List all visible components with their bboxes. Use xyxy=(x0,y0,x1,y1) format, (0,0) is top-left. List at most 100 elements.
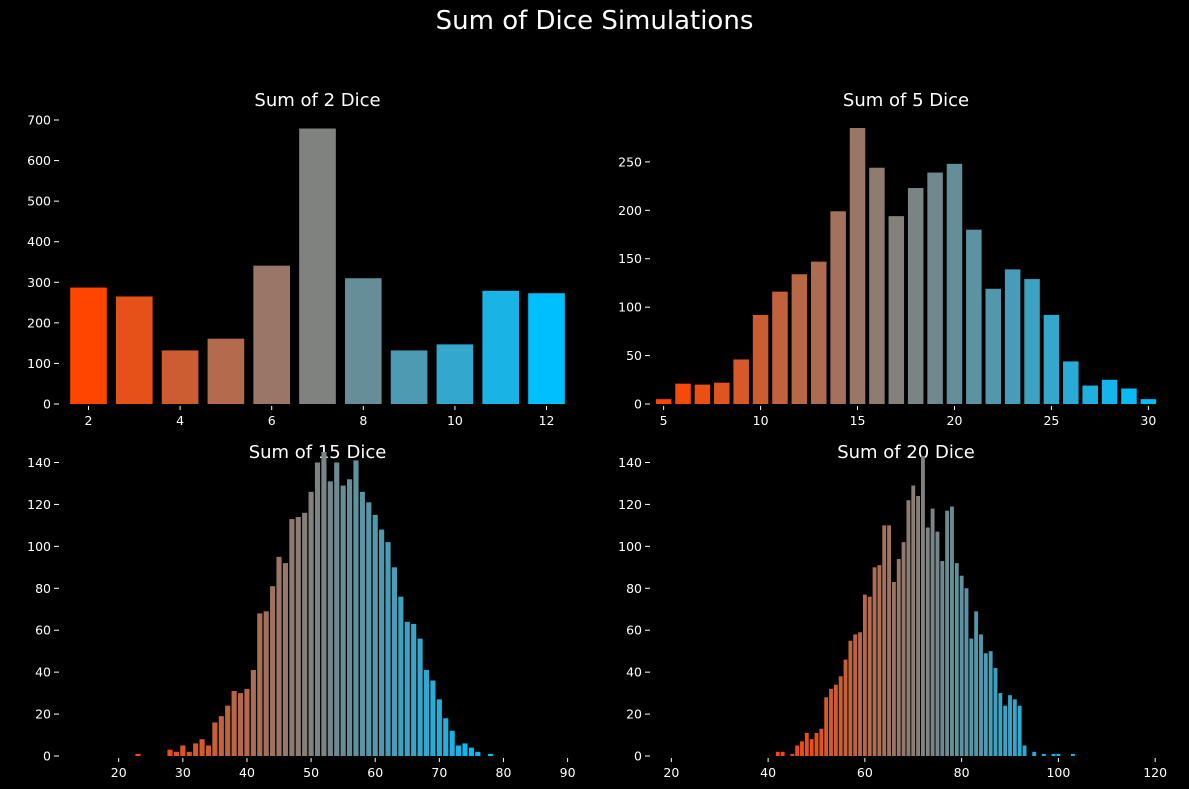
panel-3-bar xyxy=(186,751,192,756)
panel-2-xtick-label: 30 xyxy=(1140,413,1156,428)
panel-3-bar xyxy=(218,716,224,756)
panel-2-bar xyxy=(752,314,769,404)
panel-2-bar xyxy=(1121,388,1137,404)
panel-2-xtick-label: 25 xyxy=(1043,413,1059,428)
panel-4-bar xyxy=(911,485,916,756)
panel-4-bar xyxy=(829,688,833,756)
panel-4-bar xyxy=(988,651,993,756)
panel-1-ytick-label: 200 xyxy=(27,315,51,330)
panel-1-bar xyxy=(115,296,153,404)
panel-3-bar xyxy=(468,747,474,756)
panel-2-xtick-label: 20 xyxy=(947,413,963,428)
panel-2-bar xyxy=(1082,385,1098,404)
panel-4-bar xyxy=(959,575,964,756)
panel-3-bar xyxy=(212,722,218,756)
panel-3-bar xyxy=(443,718,449,756)
panel-3-bar xyxy=(411,623,417,756)
panel-3-bar xyxy=(436,699,442,756)
panel-4-bar xyxy=(998,693,1003,756)
panel-4-xtick-label: 100 xyxy=(1046,765,1070,780)
panel-3-ytick-label: 0 xyxy=(43,749,51,764)
panel-4-bar xyxy=(954,563,959,756)
panel-3-xtick-label: 70 xyxy=(431,765,447,780)
panel-3-bar xyxy=(244,688,250,756)
panel-4-bar xyxy=(1056,753,1061,756)
panel-1-bar xyxy=(253,265,291,404)
panel-3-bar xyxy=(379,529,385,756)
panel-1-ytick-label: 100 xyxy=(27,356,51,371)
panel-2-bar xyxy=(733,359,749,404)
panel-3-ytick-label: 140 xyxy=(27,455,51,470)
panel-1-bar xyxy=(390,350,428,404)
panel-3-bar xyxy=(366,502,372,756)
panel-3-xtick-label: 60 xyxy=(367,765,383,780)
panel-4-bar xyxy=(858,632,862,756)
panel-3-bar xyxy=(225,705,231,756)
panel-1-ytick-label: 500 xyxy=(27,194,51,209)
panel-2-bar xyxy=(849,128,866,404)
panel-2-bar xyxy=(1024,279,1040,404)
panel-3-bar xyxy=(308,491,314,756)
panel-4-bar xyxy=(867,596,872,756)
panel-4-bar xyxy=(920,456,925,756)
panel-3-bar xyxy=(167,749,173,756)
panel-3-xtick-label: 80 xyxy=(496,765,512,780)
panel-1-bar xyxy=(528,293,565,404)
panel-3-bar xyxy=(404,621,410,756)
panel-2-bar xyxy=(791,274,808,404)
panel-4-bar xyxy=(848,640,853,756)
panel-4-bar xyxy=(1041,753,1046,756)
panel-4-bar xyxy=(780,751,785,756)
panel-1-title: Sum of 2 Dice xyxy=(254,90,380,111)
panel-4-bar xyxy=(969,638,974,756)
panel-3-ytick-label: 20 xyxy=(35,707,51,722)
figure-title: Sum of Dice Simulations xyxy=(435,6,754,36)
panel-3-bar xyxy=(257,613,263,756)
panel-3-bar xyxy=(430,680,436,756)
panel-4-xtick-label: 80 xyxy=(954,765,970,780)
panel-4-bar xyxy=(1003,705,1008,756)
panel-4-bar xyxy=(814,732,819,756)
panel-1-ytick-label: 700 xyxy=(27,113,51,128)
panel-4-bar xyxy=(940,561,945,756)
panel-3-bar xyxy=(231,691,237,756)
panel-3-bar xyxy=(302,512,308,756)
panel-1-bar xyxy=(436,344,474,404)
panel-4-bar xyxy=(809,739,814,756)
panel-4-xtick-label: 60 xyxy=(857,765,873,780)
panel-4-bar xyxy=(1017,705,1022,756)
panel-2-bar xyxy=(946,163,963,404)
panel-4-bar xyxy=(843,659,848,756)
panel-3-bar xyxy=(334,462,340,756)
panel-2-ytick-label: 200 xyxy=(618,203,642,218)
panel-4-bar xyxy=(838,676,843,756)
panel-4-bar xyxy=(804,732,809,756)
panel-1-ytick-label: 600 xyxy=(27,153,51,168)
panel-1-ytick-label: 400 xyxy=(27,234,51,249)
panel-2-bar xyxy=(907,188,924,404)
panel-4-xtick-label: 20 xyxy=(663,765,679,780)
panel-4-xtick-label: 40 xyxy=(760,765,776,780)
panel-3-bar xyxy=(237,693,244,756)
panel-2-bar xyxy=(1063,361,1079,404)
panel-4-ytick-label: 140 xyxy=(618,455,642,470)
panel-4-bar xyxy=(974,611,979,756)
panel-3-bar xyxy=(314,462,321,756)
panel-4-bar xyxy=(935,531,940,756)
panel-2-bar xyxy=(927,172,943,404)
panel-3-bar xyxy=(340,485,346,756)
panel-3-xtick-label: 40 xyxy=(239,765,255,780)
panel-4-bar xyxy=(906,500,911,756)
panel-1-xtick-label: 4 xyxy=(176,413,184,428)
panel-2-bar xyxy=(888,216,905,404)
panel-2-bar xyxy=(1043,314,1060,404)
panel-4-bar xyxy=(930,508,935,756)
panel-4-bar xyxy=(795,745,800,756)
panel-4-bar xyxy=(1022,745,1027,756)
panel-2-bar xyxy=(966,229,982,404)
panel-4-bar xyxy=(896,558,901,756)
panel-4-ytick-label: 0 xyxy=(634,749,642,764)
panel-2-bar xyxy=(1004,269,1021,404)
panel-3-bar xyxy=(385,542,391,756)
panel-4-bar xyxy=(983,653,988,756)
